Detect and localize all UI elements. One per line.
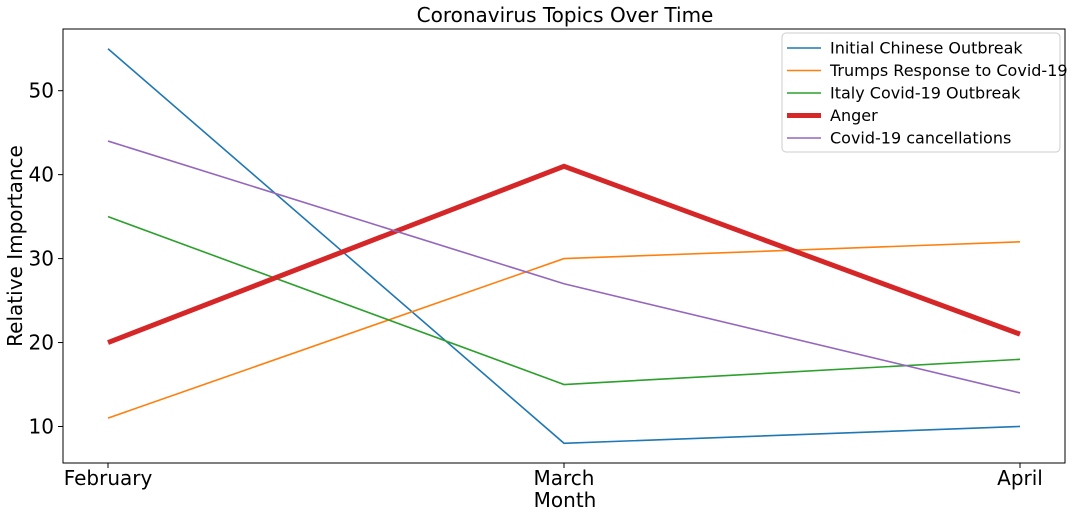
x-axis: February March April — [64, 463, 1043, 490]
legend-label: Covid-19 cancellations — [830, 129, 1011, 148]
legend: Initial Chinese Outbreak Trumps Response … — [781, 32, 1068, 153]
legend-label: Initial Chinese Outbreak — [830, 39, 1023, 58]
series-line — [107, 140, 1021, 394]
y-tick-label: 20 — [29, 331, 54, 355]
x-tick-label: March — [534, 466, 595, 490]
legend-frame — [781, 32, 1061, 153]
chart-title: Coronavirus Topics Over Time — [417, 3, 714, 27]
y-tick-label: 30 — [29, 247, 54, 271]
series-line — [107, 163, 1021, 345]
series-line — [107, 48, 1021, 445]
y-axis-title: Relative Importance — [3, 145, 27, 347]
y-tick-label: 50 — [29, 79, 54, 103]
series-line — [107, 215, 1021, 386]
y-tick-label: 10 — [29, 414, 54, 438]
x-axis-title: Month — [534, 488, 597, 512]
legend-label: Anger — [830, 106, 878, 125]
series-layer — [107, 48, 1021, 445]
legend-label: Trumps Response to Covid-19 — [829, 61, 1068, 80]
legend-label: Italy Covid-19 Outbreak — [830, 84, 1021, 103]
series-line — [107, 241, 1021, 419]
x-tick-label: February — [64, 466, 153, 490]
y-axis: 10 20 30 40 50 — [29, 79, 63, 438]
x-tick-label: April — [997, 466, 1043, 490]
y-tick-label: 40 — [29, 163, 54, 187]
